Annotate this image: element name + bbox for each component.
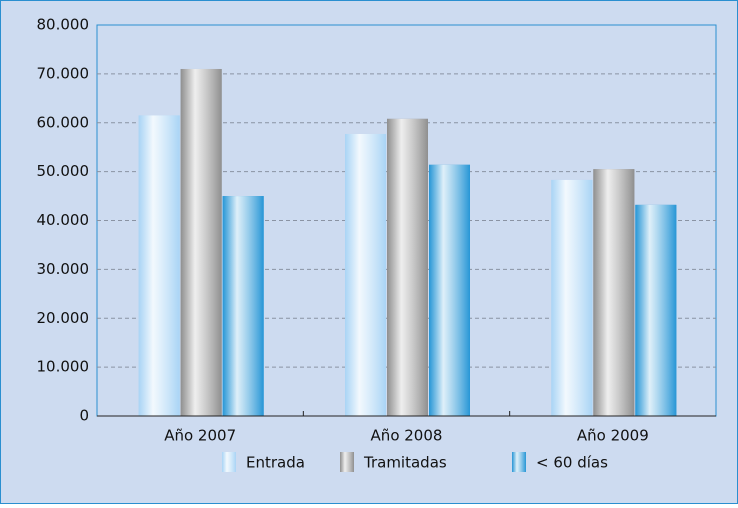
bar: [222, 196, 264, 416]
bar: [593, 169, 635, 416]
y-tick-label: 20.000: [37, 309, 90, 327]
legend-swatch: [222, 452, 236, 472]
bar: [138, 115, 180, 416]
legend-swatch: [512, 452, 526, 472]
bar: [180, 68, 222, 417]
y-tick-label: 50.000: [37, 162, 90, 180]
y-tick-label: 40.000: [37, 211, 90, 229]
bar: [387, 118, 428, 416]
bar: [345, 133, 386, 416]
legend-swatch: [340, 452, 354, 472]
y-tick-label: 70.000: [37, 64, 90, 82]
bar: [551, 179, 593, 416]
legend-label: Entrada: [246, 454, 305, 472]
x-tick-label: Año 2008: [371, 427, 443, 445]
bar: [429, 164, 470, 416]
bar: [635, 204, 677, 416]
y-tick-label: 80.000: [37, 16, 90, 34]
legend-label: < 60 días: [536, 454, 608, 472]
x-tick-label: Año 2009: [577, 427, 649, 445]
y-tick-label: 10.000: [37, 358, 90, 376]
x-tick-label: Año 2007: [164, 427, 236, 445]
y-tick-label: 30.000: [37, 260, 90, 278]
y-tick-label: 60.000: [37, 113, 90, 131]
y-tick-label: 0: [79, 407, 89, 425]
legend-label: Tramitadas: [363, 454, 447, 472]
